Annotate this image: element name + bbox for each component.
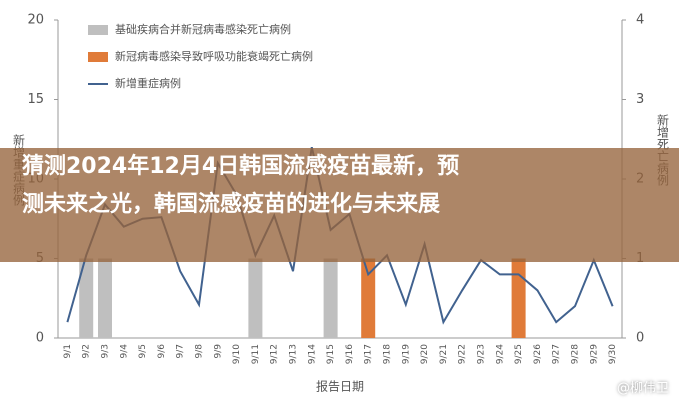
y-tick-label: 0 xyxy=(36,331,44,346)
x-tick-label: 9/23 xyxy=(477,344,487,364)
legend-swatch xyxy=(88,52,108,62)
x-tick-label: 9/2 xyxy=(82,344,92,358)
legend-label: 基础疾病合并新冠病毒感染死亡病例 xyxy=(115,22,291,36)
x-tick-label: 9/9 xyxy=(213,344,223,359)
y-tick-label: 15 xyxy=(27,92,44,107)
x-tick-label: 9/14 xyxy=(307,344,317,364)
x-tick-label: 9/1 xyxy=(63,344,73,358)
y2-tick-label: 0 xyxy=(636,331,644,346)
x-tick-label: 9/5 xyxy=(138,344,148,358)
x-tick-label: 9/19 xyxy=(401,344,411,364)
y-tick-label: 20 xyxy=(27,13,44,28)
x-tick-label: 9/3 xyxy=(101,344,111,358)
x-tick-label: 9/18 xyxy=(383,344,393,364)
x-tick-label: 9/30 xyxy=(608,344,618,364)
y2-tick-label: 3 xyxy=(636,92,644,107)
title-banner: 猜测2024年12月4日韩国流感疫苗最新，预 测未来之光，韩国流感疫苗的进化与未… xyxy=(0,148,679,262)
y2-tick-label: 4 xyxy=(636,13,644,28)
x-tick-label: 9/24 xyxy=(495,344,505,364)
x-axis-label: 报告日期 xyxy=(316,379,364,394)
bar xyxy=(79,258,94,338)
x-tick-label: 9/8 xyxy=(195,344,205,359)
x-tick-label: 9/29 xyxy=(589,344,599,364)
bar xyxy=(511,258,526,338)
x-tick-label: 9/26 xyxy=(533,344,543,364)
bar xyxy=(248,258,263,338)
bar xyxy=(361,258,376,338)
x-tick-label: 9/22 xyxy=(458,344,468,364)
x-tick-label: 9/17 xyxy=(364,344,374,364)
x-tick-label: 9/6 xyxy=(157,344,167,359)
legend-swatch xyxy=(88,25,108,35)
legend-label: 新冠病毒感染导致呼吸功能衰竭死亡病例 xyxy=(115,49,313,63)
bar xyxy=(98,258,112,338)
banner-line: 猜测2024年12月4日韩国流感疫苗最新，预 xyxy=(22,154,460,179)
legend-label: 新增重症病例 xyxy=(115,76,181,90)
x-tick-label: 9/28 xyxy=(571,344,581,364)
x-tick-label: 9/20 xyxy=(420,344,430,364)
x-tick-label: 9/15 xyxy=(326,344,336,364)
x-tick-label: 9/16 xyxy=(345,344,355,364)
watermark: @柳伟卫 xyxy=(616,381,669,396)
bar xyxy=(323,258,338,338)
x-tick-label: 9/27 xyxy=(552,344,562,364)
x-tick-label: 9/11 xyxy=(251,344,261,364)
x-tick-label: 9/7 xyxy=(176,344,186,358)
x-tick-label: 9/12 xyxy=(270,344,280,364)
x-tick-label: 9/4 xyxy=(119,344,129,359)
x-tick-label: 9/13 xyxy=(289,344,299,364)
x-tick-label: 9/25 xyxy=(514,344,524,364)
x-tick-label: 9/10 xyxy=(232,344,242,364)
banner-line: 测未来之光，韩国流感疫苗的进化与未来展 xyxy=(22,192,441,217)
x-tick-label: 9/21 xyxy=(439,344,449,364)
